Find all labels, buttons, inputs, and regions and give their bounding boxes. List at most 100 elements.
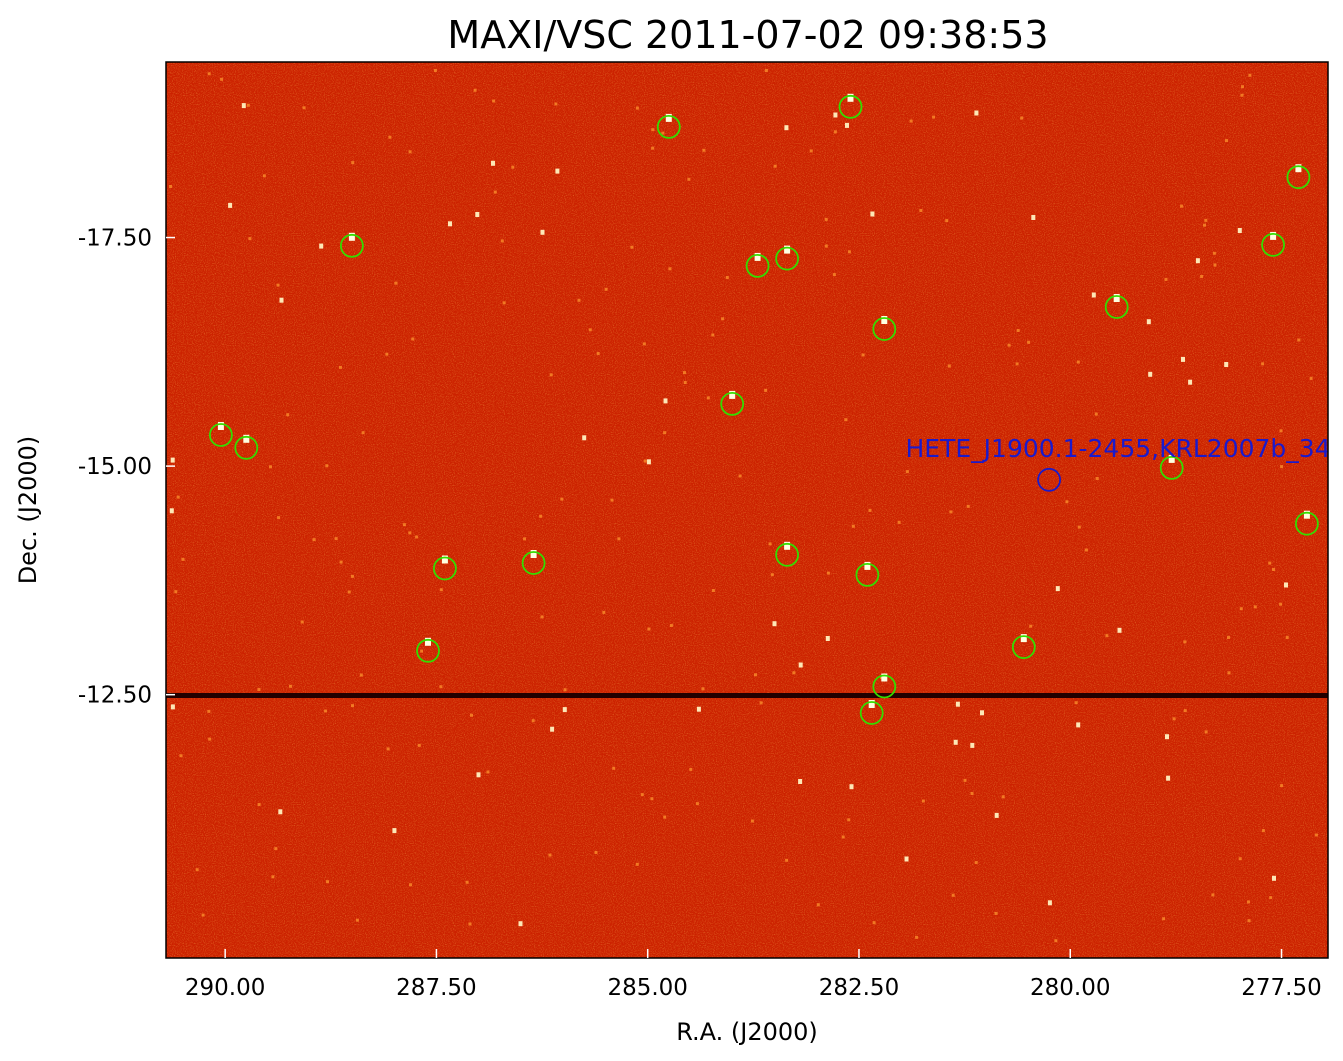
x-ray-hotspot bbox=[1237, 228, 1242, 233]
y-axis: -17.50 -15.00 -12.50 bbox=[78, 226, 175, 709]
x-ray-hotspot bbox=[683, 381, 687, 384]
catalog-source-marker bbox=[416, 638, 440, 663]
x-ray-hotspot bbox=[228, 202, 233, 208]
x-ray-hotspot bbox=[668, 267, 672, 271]
x-ray-hotspot bbox=[1285, 636, 1289, 639]
x-ray-hotspot bbox=[612, 766, 616, 770]
x-ray-hotspot bbox=[1117, 627, 1122, 633]
x-ray-hotspot bbox=[208, 737, 212, 741]
x-tick-label: 290.00 bbox=[185, 975, 265, 1001]
x-ray-hotspot bbox=[974, 110, 979, 116]
catalog-source-marker bbox=[855, 563, 880, 587]
x-ray-hotspot bbox=[1027, 340, 1031, 344]
x-ray-hotspot bbox=[409, 883, 412, 887]
x-ray-hotspot bbox=[207, 72, 211, 76]
source-core bbox=[847, 93, 854, 102]
x-ray-hotspot bbox=[560, 497, 564, 501]
x-ray-hotspot bbox=[276, 283, 280, 287]
y-tick-label: -12.50 bbox=[78, 683, 152, 709]
source-core bbox=[217, 422, 224, 430]
x-ray-hotspot bbox=[1172, 717, 1176, 721]
x-ray-hotspot bbox=[594, 851, 598, 854]
x-ray-hotspot bbox=[1227, 671, 1231, 675]
x-ray-hotspot bbox=[832, 273, 836, 277]
detector-gap-stripe bbox=[166, 693, 1328, 698]
x-ray-hotspot bbox=[683, 371, 686, 375]
x-tick-label: 280.00 bbox=[1030, 975, 1110, 1001]
source-core bbox=[665, 113, 672, 122]
x-ray-hotspot bbox=[643, 459, 647, 463]
x-ray-hotspot bbox=[663, 815, 667, 819]
x-ray-hotspot bbox=[500, 239, 504, 243]
x-ray-hotspot bbox=[1054, 939, 1058, 943]
x-axis-label: R.A. (J2000) bbox=[676, 1018, 818, 1046]
x-ray-hotspot bbox=[582, 435, 587, 441]
x-ray-hotspot bbox=[647, 627, 651, 631]
x-ray-hotspot bbox=[1204, 730, 1208, 734]
x-ray-hotspot bbox=[1247, 919, 1251, 923]
source-core bbox=[864, 561, 871, 570]
x-ray-hotspot bbox=[970, 742, 975, 748]
x-ray-hotspot bbox=[970, 792, 974, 795]
x-ray-hotspot bbox=[721, 317, 725, 321]
x-ray-hotspot bbox=[1272, 568, 1275, 571]
catalog-source-marker bbox=[1286, 165, 1311, 190]
x-ray-hotspot bbox=[486, 770, 490, 774]
x-ray-hotspot bbox=[350, 574, 354, 578]
x-ray-hotspot bbox=[915, 935, 919, 939]
plot-area: HETE_J1900.1-2455,KRL2007b_349 bbox=[166, 62, 1328, 958]
x-ray-hotspot bbox=[687, 177, 691, 181]
source-core bbox=[530, 550, 537, 558]
catalog-source-marker bbox=[1159, 455, 1184, 480]
x-ray-hotspot bbox=[1314, 833, 1318, 837]
x-ray-hotspot bbox=[411, 337, 415, 341]
x-ray-hotspot bbox=[650, 797, 654, 801]
x-ray-hotspot bbox=[596, 352, 600, 355]
x-ray-hotspot bbox=[174, 590, 178, 594]
x-ray-hotspot bbox=[448, 221, 452, 227]
x-ray-hotspot bbox=[909, 119, 913, 123]
x-ray-hotspot bbox=[176, 495, 180, 499]
x-ray-hotspot bbox=[279, 297, 284, 303]
x-ray-hotspot bbox=[539, 514, 543, 518]
x-ray-hotspot bbox=[278, 809, 283, 815]
x-ray-hotspot bbox=[844, 418, 848, 422]
x-ray-hotspot bbox=[248, 237, 252, 241]
x-ray-hotspot bbox=[754, 673, 757, 677]
x-ray-hotspot bbox=[420, 649, 424, 653]
x-ray-hotspot bbox=[220, 77, 224, 81]
x-ray-hotspot bbox=[169, 185, 173, 188]
x-ray-hotspot bbox=[604, 287, 608, 291]
source-core bbox=[868, 700, 875, 708]
x-ray-hotspot bbox=[872, 921, 876, 925]
x-tick-label: 287.50 bbox=[396, 975, 476, 1001]
x-ray-hotspot bbox=[868, 508, 872, 512]
x-ray-hotspot bbox=[439, 685, 443, 689]
x-ray-hotspot bbox=[1204, 218, 1208, 222]
x-ray-hotspot bbox=[1016, 329, 1020, 332]
source-core bbox=[1270, 231, 1277, 240]
source-core bbox=[441, 555, 448, 564]
x-ray-hotspot bbox=[493, 190, 497, 194]
catalog-source-marker bbox=[1011, 635, 1036, 659]
x-ray-hotspot bbox=[1241, 85, 1244, 89]
x-ray-hotspot bbox=[1164, 277, 1168, 281]
x-ray-hotspot bbox=[262, 174, 266, 178]
x-ray-hotspot bbox=[302, 106, 306, 110]
source-core bbox=[1020, 634, 1027, 643]
x-ray-hotspot bbox=[169, 508, 174, 514]
x-ray-hotspot bbox=[773, 164, 777, 168]
x-ray-hotspot bbox=[904, 856, 909, 862]
x-ray-hotspot bbox=[1188, 379, 1193, 385]
chart-title: MAXI/VSC 2011-07-02 09:38:53 bbox=[447, 13, 1048, 57]
x-ray-hotspot bbox=[207, 709, 211, 713]
catalog-source-marker bbox=[775, 542, 799, 567]
x-ray-hotspot bbox=[1077, 525, 1081, 529]
target-source-marker bbox=[1037, 467, 1061, 492]
x-ray-hotspot bbox=[1031, 215, 1036, 220]
x-ray-hotspot bbox=[849, 784, 854, 790]
x-ray-hotspot bbox=[1247, 900, 1250, 904]
x-ray-hotspot bbox=[433, 69, 437, 72]
x-ray-hotspot bbox=[764, 69, 768, 72]
x-ray-hotspot bbox=[669, 624, 673, 627]
